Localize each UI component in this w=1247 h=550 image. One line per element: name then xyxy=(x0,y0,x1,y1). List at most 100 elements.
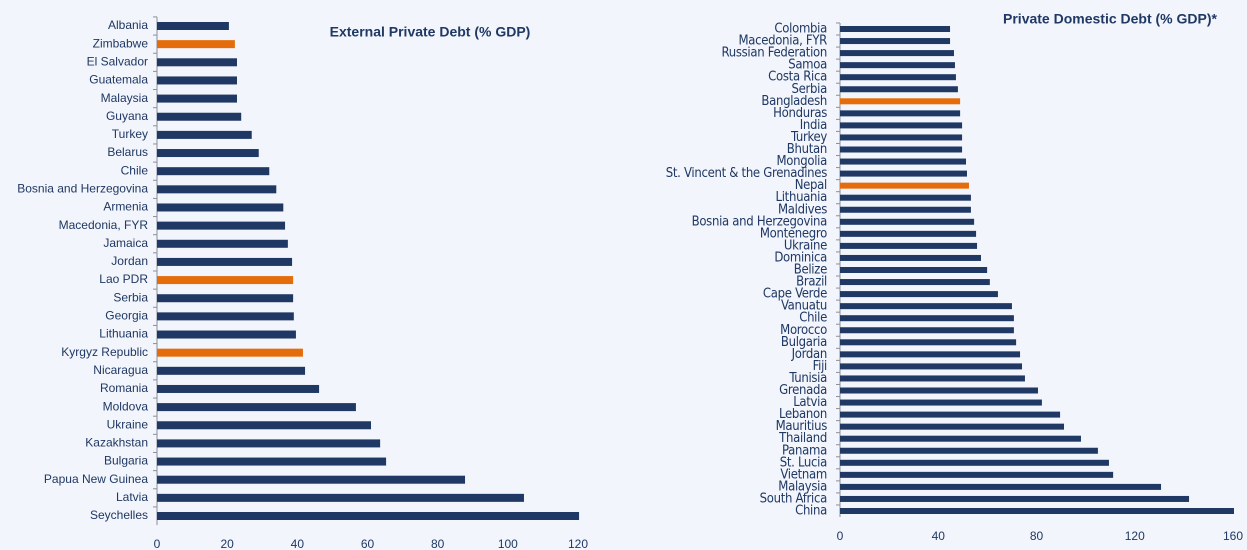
chart-title: External Private Debt (% GDP) xyxy=(330,24,531,40)
bar xyxy=(840,459,1109,466)
bar xyxy=(840,447,1098,454)
y-tick-label: Georgia xyxy=(105,309,148,323)
y-tick-label: Turkey xyxy=(112,127,148,141)
y-tick-label: Kazakhstan xyxy=(85,436,148,450)
bar xyxy=(157,276,294,285)
x-tick-label: 20 xyxy=(220,537,234,550)
y-tick-label: Lao PDR xyxy=(99,272,148,286)
y-tick-label: Bangladesh xyxy=(761,94,827,109)
bar xyxy=(157,40,235,49)
y-tick-label: Bosnia and Herzegovina xyxy=(17,182,148,196)
y-tick-label: Bulgaria xyxy=(104,454,148,468)
bar xyxy=(840,254,981,261)
bar xyxy=(157,167,270,176)
y-tick-label: Grenada xyxy=(779,383,827,398)
y-tick-label: Macedonia, FYR xyxy=(59,218,149,232)
y-tick-label: Russian Federation xyxy=(721,46,827,61)
bar xyxy=(840,351,1021,358)
bar xyxy=(840,327,1014,334)
bar xyxy=(840,74,956,81)
y-tick-label: Latvia xyxy=(116,490,148,504)
bar xyxy=(157,421,372,430)
y-tick-label: Serbia xyxy=(113,290,148,304)
x-tick-label: 60 xyxy=(361,537,375,550)
bar xyxy=(157,330,296,339)
bar xyxy=(840,387,1038,394)
y-tick-label: Vietnam xyxy=(780,467,827,482)
bar xyxy=(157,312,294,321)
bar xyxy=(840,399,1042,406)
bar xyxy=(840,423,1065,430)
y-tick-label: Tunisia xyxy=(788,371,827,386)
y-tick-label: South Africa xyxy=(760,491,828,506)
y-tick-label: Costa Rica xyxy=(768,70,827,85)
bar xyxy=(840,50,954,57)
y-tick-label: Moldova xyxy=(103,399,149,413)
bar xyxy=(840,435,1081,442)
y-tick-label: St. Vincent & the Grenadines xyxy=(666,166,827,181)
bar xyxy=(157,384,320,393)
y-tick-label: Albania xyxy=(108,18,148,32)
y-tick-label: Turkey xyxy=(790,130,827,145)
bar xyxy=(157,58,237,67)
x-tick-label: 40 xyxy=(932,529,946,543)
bar xyxy=(840,495,1190,502)
bar xyxy=(840,339,1017,346)
y-tick-label: St. Lucia xyxy=(780,455,827,470)
bar xyxy=(157,76,237,85)
bar xyxy=(157,493,524,502)
x-tick-label: 120 xyxy=(568,537,588,550)
y-tick-label: Lebanon xyxy=(779,407,827,422)
y-tick-label: Bhutan xyxy=(787,142,827,157)
bar xyxy=(157,221,286,230)
y-tick-label: Kyrgyz Republic xyxy=(61,345,148,359)
y-tick-label: Jamaica xyxy=(103,236,148,250)
bar xyxy=(840,170,967,177)
y-tick-label: Honduras xyxy=(773,106,827,121)
y-tick-label: Ukraine xyxy=(107,417,149,431)
x-tick-label: 100 xyxy=(498,537,518,550)
bar xyxy=(840,194,971,201)
bar xyxy=(157,94,237,103)
bar xyxy=(157,257,293,266)
y-tick-label: Cape Verde xyxy=(763,287,827,302)
bar xyxy=(157,366,306,375)
y-tick-label: India xyxy=(800,118,827,133)
bar xyxy=(840,218,975,225)
bar xyxy=(157,149,259,158)
bar xyxy=(840,38,951,45)
y-tick-label: Latvia xyxy=(793,395,827,410)
bar xyxy=(840,315,1014,322)
x-tick-label: 0 xyxy=(154,537,161,550)
y-tick-label: Colombia xyxy=(774,22,827,37)
bar xyxy=(157,130,252,139)
bar xyxy=(840,98,961,105)
bar xyxy=(840,134,963,141)
bar xyxy=(840,375,1025,382)
y-tick-label: Belize xyxy=(794,263,827,278)
x-tick-label: 120 xyxy=(1125,529,1145,543)
bar xyxy=(840,267,988,273)
y-tick-label: Malaysia xyxy=(101,91,149,105)
x-tick-label: 40 xyxy=(291,537,305,550)
bar xyxy=(840,182,969,189)
y-tick-label: Morocco xyxy=(780,323,827,338)
bar xyxy=(157,403,356,412)
bar xyxy=(840,206,971,213)
y-tick-label: Lithuania xyxy=(776,190,828,205)
bar xyxy=(840,26,951,32)
y-tick-label: Macedonia, FYR xyxy=(738,34,827,49)
bar xyxy=(840,508,1234,514)
y-tick-label: Guyana xyxy=(106,109,148,123)
y-tick-label: El Salvador xyxy=(87,54,148,68)
y-tick-label: Lithuania xyxy=(99,327,148,341)
bar xyxy=(840,363,1023,370)
bar xyxy=(157,475,466,484)
bar xyxy=(840,110,961,117)
y-tick-label: Maldives xyxy=(778,202,827,217)
y-tick-label: Zimbabwe xyxy=(93,36,149,50)
bar xyxy=(840,230,977,237)
y-tick-label: Jordan xyxy=(111,254,148,268)
y-tick-label: Chile xyxy=(121,163,149,177)
bar xyxy=(157,439,381,448)
